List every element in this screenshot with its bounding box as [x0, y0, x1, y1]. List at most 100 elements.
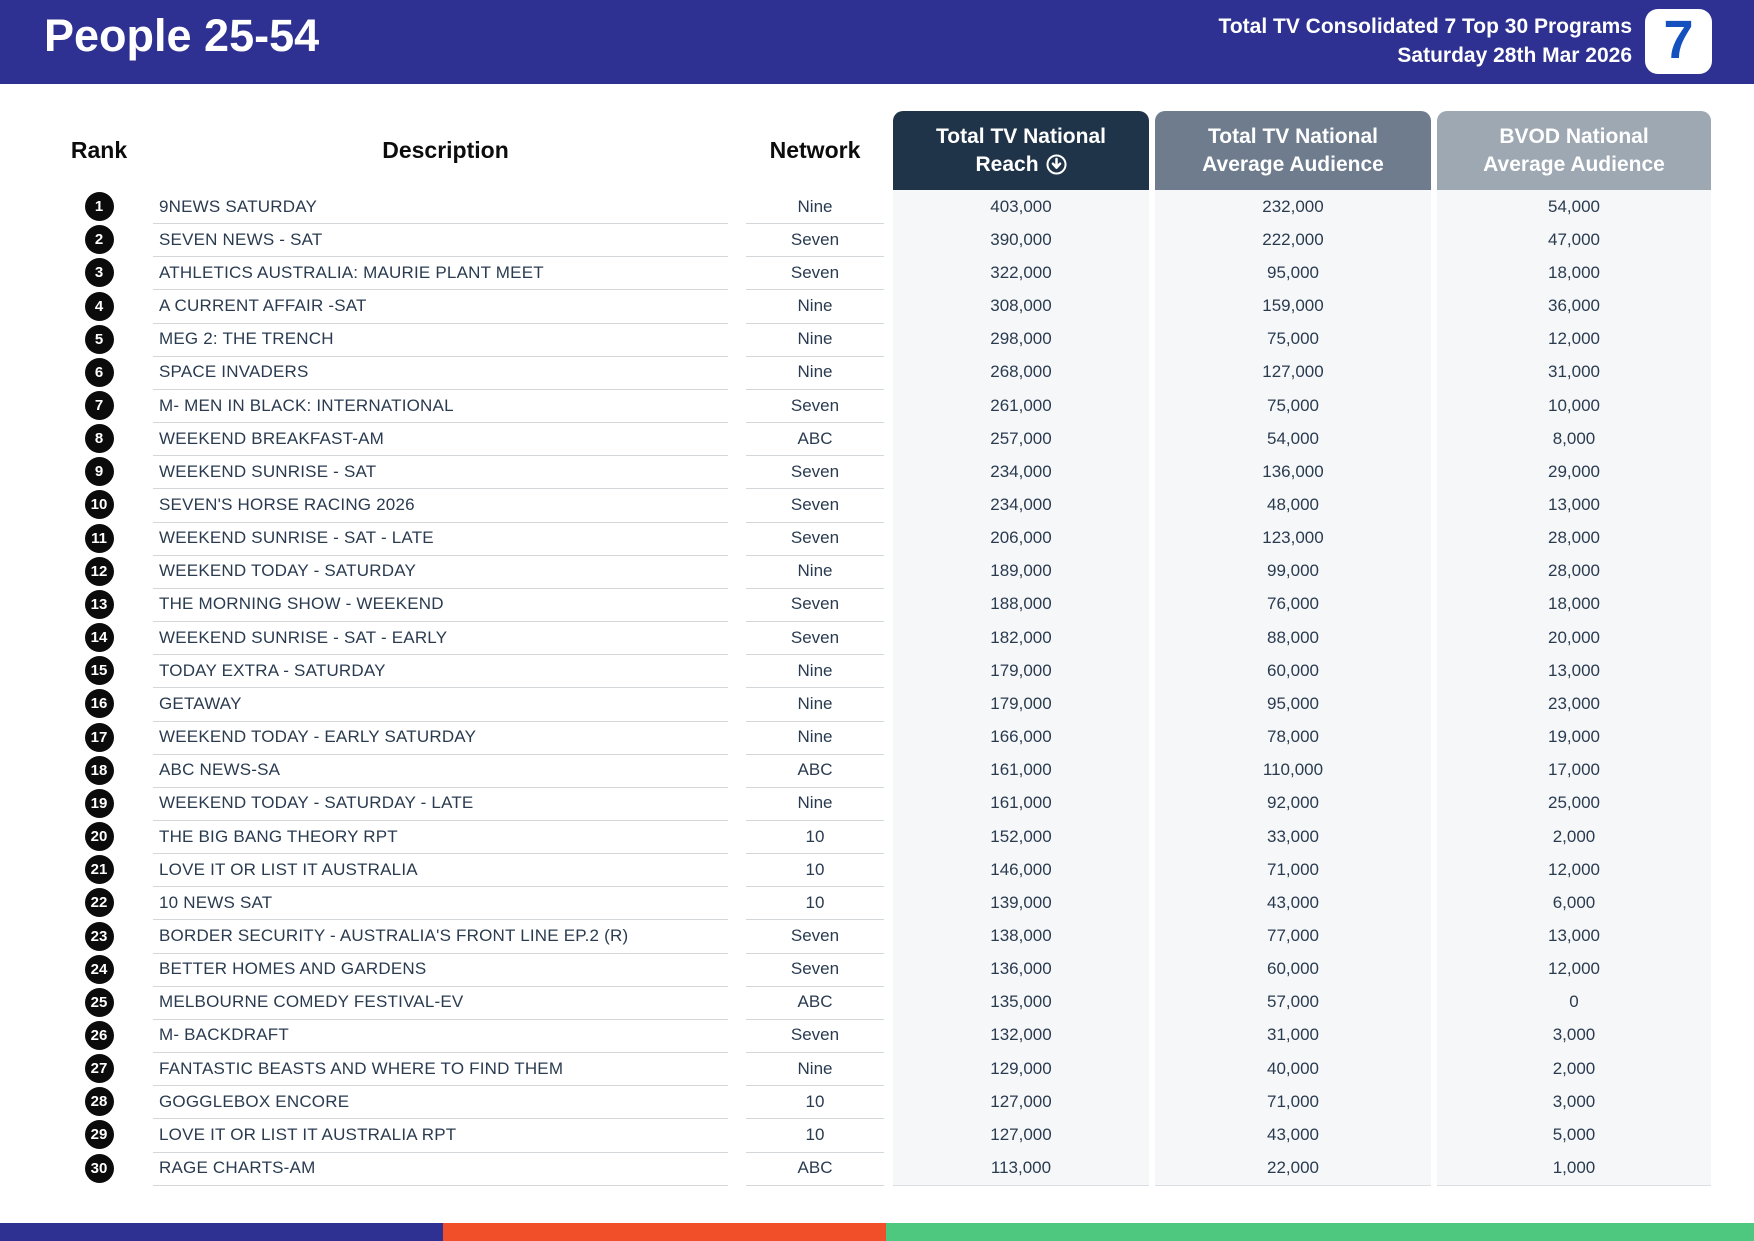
- bvod-audience-cell: 19,000: [1434, 720, 1714, 755]
- reach-cell: 139,000: [890, 886, 1152, 921]
- reach-value: 182,000: [893, 621, 1149, 656]
- description-cell: WEEKEND SUNRISE - SAT - LATE: [151, 522, 740, 556]
- rank-cell: 9: [47, 455, 151, 488]
- rank-badge: 7: [84, 391, 114, 421]
- rank-badge: 27: [84, 1054, 114, 1084]
- avg-audience-cell: 43,000: [1152, 1118, 1434, 1153]
- avg-audience-value: 54,000: [1155, 422, 1431, 457]
- column-header-total-tv-reach[interactable]: Total TV National Reach: [893, 111, 1149, 190]
- description-cell: ABC NEWS-SA: [151, 754, 740, 788]
- rank-badge: 14: [84, 623, 114, 653]
- bvod-header-line1: BVOD National: [1499, 124, 1649, 148]
- footer-stripe-green: [886, 1223, 1754, 1241]
- program-title: SPACE INVADERS: [159, 362, 309, 382]
- network-cell: Nine: [740, 721, 890, 755]
- reach-header-line1: Total TV National: [936, 124, 1106, 148]
- network-cell: Seven: [740, 256, 890, 291]
- avg-audience-value: 43,000: [1155, 1118, 1431, 1153]
- rank-badge: 25: [84, 987, 114, 1017]
- avg-audience-cell: 95,000: [1152, 256, 1434, 291]
- network-cell: 10: [740, 886, 890, 921]
- reach-value: 161,000: [893, 786, 1149, 821]
- reach-cell: 161,000: [890, 786, 1152, 821]
- report-subtitle: Total TV Consolidated 7 Top 30 Programs …: [1219, 12, 1632, 70]
- network-name: Seven: [790, 461, 840, 481]
- reach-value: 166,000: [893, 720, 1149, 755]
- rank-badge: 26: [84, 1020, 114, 1050]
- bvod-audience-cell: 10,000: [1434, 388, 1714, 424]
- network-name: Nine: [797, 660, 833, 680]
- bvod-audience-cell: 3,000: [1434, 1018, 1714, 1054]
- bvod-audience-cell: 28,000: [1434, 521, 1714, 556]
- reach-cell: 127,000: [890, 1118, 1152, 1153]
- bvod-audience-value: 18,000: [1437, 256, 1711, 291]
- avg-audience-cell: 60,000: [1152, 654, 1434, 689]
- bvod-audience-value: 12,000: [1437, 952, 1711, 987]
- reach-cell: 322,000: [890, 256, 1152, 291]
- network-name: Seven: [790, 926, 840, 946]
- bvod-audience-value: 29,000: [1437, 455, 1711, 490]
- avg-audience-cell: 22,000: [1152, 1151, 1434, 1186]
- program-title: LOVE IT OR LIST IT AUSTRALIA RPT: [159, 1124, 457, 1144]
- avg-audience-value: 95,000: [1155, 256, 1431, 291]
- rank-cell: 2: [47, 223, 151, 256]
- bvod-audience-value: 2,000: [1437, 819, 1711, 855]
- column-header-total-tv-average-audience[interactable]: Total TV National Average Audience: [1155, 111, 1431, 190]
- bvod-audience-value: 36,000: [1437, 289, 1711, 324]
- program-title: A CURRENT AFFAIR -SAT: [159, 296, 367, 316]
- description-cell: THE MORNING SHOW - WEEKEND: [151, 588, 740, 623]
- description-cell: WEEKEND TODAY - SATURDAY: [151, 555, 740, 589]
- description-cell: SEVEN NEWS - SAT: [151, 223, 740, 258]
- avg-header-line1: Total TV National: [1208, 124, 1378, 148]
- description-cell: TODAY EXTRA - SATURDAY: [151, 654, 740, 689]
- program-title: M- MEN IN BLACK: INTERNATIONAL: [159, 395, 454, 415]
- description-cell: THE BIG BANG THEORY RPT: [151, 820, 740, 855]
- program-title: WEEKEND TODAY - SATURDAY: [159, 561, 417, 581]
- column-header-rank: Rank: [70, 137, 128, 163]
- rank-badge: 21: [84, 855, 114, 885]
- column-header-network: Network: [769, 137, 861, 163]
- rank-badge: 6: [84, 357, 114, 387]
- reach-value: 322,000: [893, 256, 1149, 291]
- rank-badge: 15: [84, 656, 114, 686]
- rank-badge: 4: [84, 291, 114, 321]
- rank-cell: 5: [47, 323, 151, 356]
- bvod-audience-cell: 2,000: [1434, 1052, 1714, 1087]
- bvod-audience-value: 28,000: [1437, 554, 1711, 589]
- bvod-audience-value: 1,000: [1437, 1151, 1711, 1186]
- avg-audience-value: 127,000: [1155, 355, 1431, 390]
- bvod-audience-cell: 6,000: [1434, 886, 1714, 921]
- program-title: THE BIG BANG THEORY RPT: [159, 826, 398, 846]
- avg-audience-value: 33,000: [1155, 819, 1431, 855]
- avg-audience-value: 60,000: [1155, 952, 1431, 987]
- description-cell: BORDER SECURITY - AUSTRALIA'S FRONT LINE…: [151, 919, 740, 954]
- description-cell: 10 NEWS SAT: [151, 886, 740, 921]
- program-title: WEEKEND TODAY - SATURDAY - LATE: [159, 793, 474, 813]
- avg-audience-cell: 92,000: [1152, 786, 1434, 821]
- network-cell: Seven: [740, 588, 890, 623]
- bvod-audience-value: 3,000: [1437, 1085, 1711, 1120]
- bvod-audience-value: 17,000: [1437, 753, 1711, 788]
- reach-value: 206,000: [893, 521, 1149, 556]
- reach-cell: 129,000: [890, 1052, 1152, 1087]
- avg-header-line2: Average Audience: [1202, 152, 1384, 176]
- bvod-audience-value: 13,000: [1437, 654, 1711, 689]
- bvod-audience-value: 10,000: [1437, 388, 1711, 424]
- network-name: Seven: [790, 229, 840, 249]
- rank-badge: 18: [84, 755, 114, 785]
- bvod-audience-cell: 13,000: [1434, 488, 1714, 523]
- bvod-audience-value: 13,000: [1437, 488, 1711, 523]
- rank-cell: 25: [47, 986, 151, 1019]
- avg-audience-cell: 95,000: [1152, 687, 1434, 722]
- column-header-bvod-average-audience[interactable]: BVOD National Average Audience: [1437, 111, 1711, 190]
- reach-cell: 152,000: [890, 819, 1152, 855]
- avg-audience-cell: 78,000: [1152, 720, 1434, 755]
- reach-cell: 182,000: [890, 621, 1152, 656]
- rank-cell: 16: [47, 687, 151, 720]
- avg-audience-value: 76,000: [1155, 587, 1431, 623]
- program-title: TODAY EXTRA - SATURDAY: [159, 660, 386, 680]
- reach-cell: 234,000: [890, 455, 1152, 490]
- bvod-audience-value: 13,000: [1437, 919, 1711, 954]
- network-cell: ABC: [740, 422, 890, 457]
- network-cell: Seven: [740, 953, 890, 987]
